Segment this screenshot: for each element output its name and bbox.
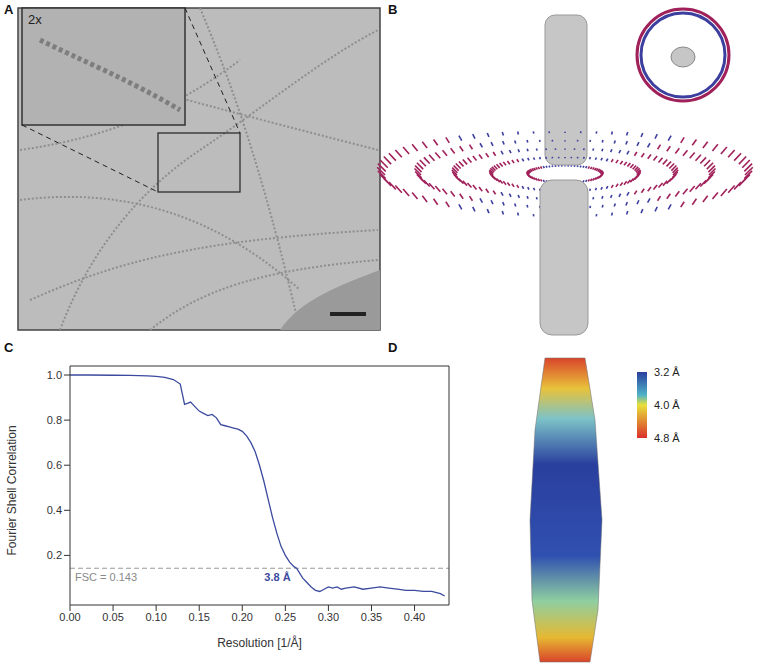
svg-text:0.10: 0.10	[145, 611, 166, 623]
svg-text:0.40: 0.40	[404, 611, 425, 623]
svg-text:3.2 Å: 3.2 Å	[654, 366, 680, 378]
svg-text:B: B	[388, 2, 397, 17]
svg-text:0.4: 0.4	[47, 504, 62, 516]
svg-text:0.35: 0.35	[361, 611, 382, 623]
svg-text:1.0: 1.0	[47, 369, 62, 381]
svg-text:0.00: 0.00	[59, 611, 80, 623]
svg-text:0.8: 0.8	[47, 414, 62, 426]
svg-text:C: C	[4, 340, 14, 355]
svg-text:4.8 Å: 4.8 Å	[654, 432, 680, 444]
svg-text:0.6: 0.6	[47, 459, 62, 471]
svg-text:3.8 Å: 3.8 Å	[264, 571, 290, 583]
svg-text:0.25: 0.25	[275, 611, 296, 623]
svg-text:4.0 Å: 4.0 Å	[654, 399, 680, 411]
svg-text:Resolution [1/Å]: Resolution [1/Å]	[217, 635, 302, 650]
svg-text:D: D	[388, 340, 397, 355]
svg-text:0.15: 0.15	[188, 611, 209, 623]
svg-text:0.05: 0.05	[102, 611, 123, 623]
svg-text:0.2: 0.2	[47, 549, 62, 561]
svg-text:0.20: 0.20	[232, 611, 253, 623]
svg-text:0.30: 0.30	[318, 611, 339, 623]
svg-text:Fourier Shell Correlation: Fourier Shell Correlation	[5, 425, 19, 555]
svg-text:A: A	[4, 2, 14, 17]
svg-text:FSC = 0.143: FSC = 0.143	[75, 571, 137, 583]
svg-text:2x: 2x	[28, 12, 42, 27]
